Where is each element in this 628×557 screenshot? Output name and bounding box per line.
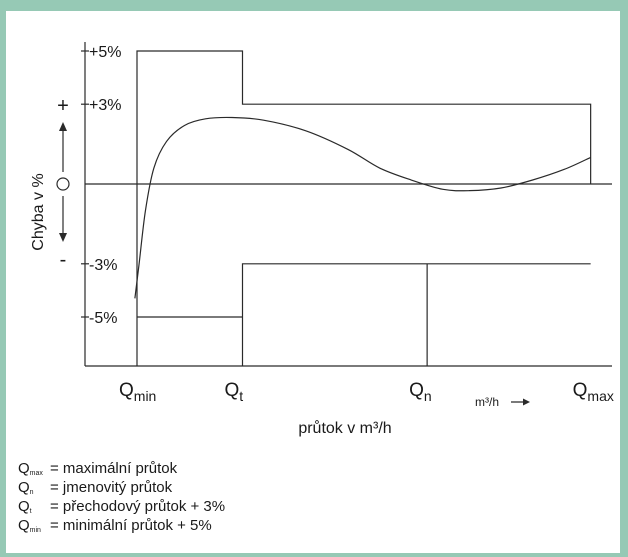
y-tick-label: -5% (89, 310, 117, 327)
legend-symbol: Qn (18, 479, 34, 496)
legend-item-qmin: Qmin = minimální průtok + 5% (18, 516, 225, 535)
y-sign-zero-circle (56, 177, 70, 191)
y-sign-plus: + (57, 95, 69, 117)
lower-error-limit-high-zone (241, 263, 591, 366)
y-arrow-down-head (59, 233, 67, 242)
legend-symbol: Qt (18, 498, 32, 515)
legend-item-qmax: Qmax = maximální průtok (18, 459, 225, 478)
y-tick-label: +3% (89, 97, 121, 114)
legend-text: = přechodový průtok + 3% (50, 498, 226, 515)
legend-item-qn: Qn = jmenovitý průtok (18, 478, 225, 497)
x-unit-label: m³/h (475, 395, 499, 409)
x-tick-label: Qt (225, 380, 244, 404)
x-axis-title: průtok v m³/h (298, 419, 391, 437)
legend-text: = minimální průtok + 5% (50, 517, 212, 534)
y-axis-title: Chyba v % (30, 173, 47, 250)
y-tick-label: +5% (89, 44, 121, 61)
y-sign-minus: - (60, 249, 67, 271)
legend-text: = jmenovitý průtok (50, 479, 173, 496)
y-arrow-up-head (59, 122, 67, 131)
upper-error-limit (136, 50, 592, 366)
legend-text: = maximální průtok (50, 460, 178, 477)
legend-symbol: Qmin (18, 517, 41, 534)
legend-item-qt: Qt = přechodový průtok + 3% (18, 497, 225, 516)
legend: Qmax = maximální průtok Qn = jmenovitý p… (18, 459, 225, 535)
error-curve-series (134, 116, 591, 299)
y-tick-label: -3% (89, 257, 117, 274)
legend-symbol: Qmax (18, 460, 43, 477)
x-unit-arrowhead (523, 398, 530, 406)
x-tick-label: Qn (409, 380, 432, 404)
x-tick-label: Qmax (573, 380, 614, 404)
x-tick-label: Qmin (119, 380, 156, 404)
